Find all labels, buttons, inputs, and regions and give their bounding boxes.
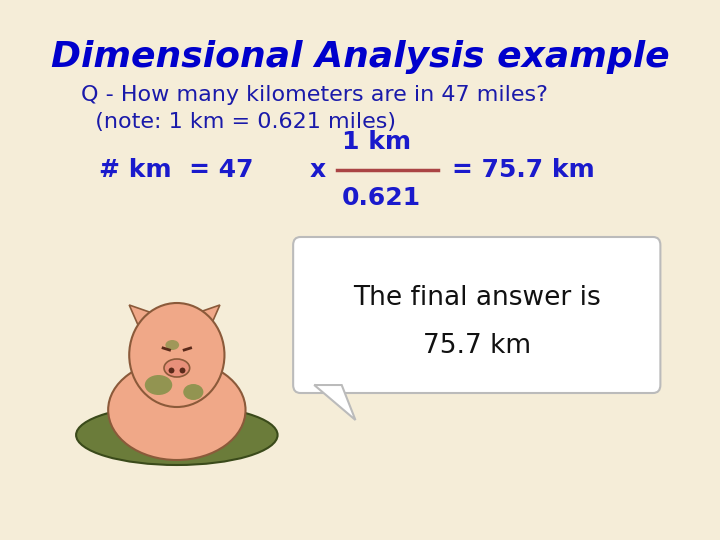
Text: 0.621: 0.621 bbox=[342, 186, 420, 210]
Text: 75.7 km: 75.7 km bbox=[423, 333, 531, 359]
Text: 1 km: 1 km bbox=[342, 130, 411, 154]
Ellipse shape bbox=[164, 359, 189, 377]
Text: # km  = 47: # km = 47 bbox=[99, 158, 253, 182]
Ellipse shape bbox=[76, 405, 278, 465]
Text: = 75.7 km: = 75.7 km bbox=[451, 158, 594, 182]
Text: Q - How many kilometers are in 47 miles?: Q - How many kilometers are in 47 miles? bbox=[81, 85, 547, 105]
Ellipse shape bbox=[145, 375, 172, 395]
Ellipse shape bbox=[166, 340, 179, 350]
Text: The final answer is: The final answer is bbox=[353, 285, 600, 311]
Ellipse shape bbox=[108, 360, 246, 460]
Text: x: x bbox=[310, 158, 325, 182]
Ellipse shape bbox=[184, 384, 203, 400]
Polygon shape bbox=[199, 305, 220, 330]
Polygon shape bbox=[316, 377, 358, 384]
Text: Dimensional Analysis example: Dimensional Analysis example bbox=[50, 40, 670, 74]
Polygon shape bbox=[129, 305, 149, 330]
FancyBboxPatch shape bbox=[293, 237, 660, 393]
Text: (note: 1 km = 0.621 miles): (note: 1 km = 0.621 miles) bbox=[81, 112, 396, 132]
Circle shape bbox=[129, 303, 225, 407]
Polygon shape bbox=[314, 385, 356, 420]
